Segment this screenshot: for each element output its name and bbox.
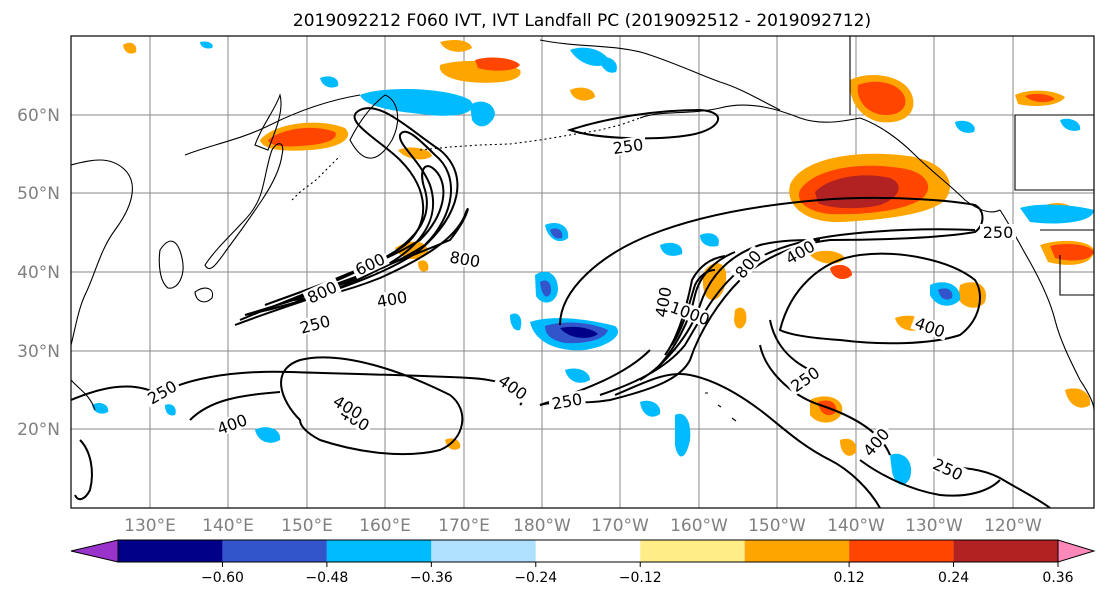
contour-label-bg: [328, 391, 368, 423]
colorbar-tick-label: −0.60: [201, 570, 244, 586]
longitude-label: 170°W: [591, 516, 649, 536]
contour-label-bg: [928, 454, 968, 484]
longitude-label: 170°E: [438, 516, 490, 536]
contour-label-bg: [295, 311, 335, 337]
colorbar-segment: [535, 540, 641, 562]
colorbar-tick-label: −0.36: [410, 570, 453, 586]
colorbar-tick-label: −0.48: [305, 570, 348, 586]
longitude-labels: 130°E 140°E 150°E 160°E 170°E 180°W 170°W 160°W…: [124, 516, 1042, 536]
contour-label-bg: [212, 410, 252, 438]
contour-label: 250: [983, 223, 1014, 242]
map-frame: [70, 35, 1095, 509]
pc-shading-positive: [123, 40, 1094, 456]
colorbar-segment: [849, 540, 954, 562]
longitude-label: 150°W: [748, 516, 806, 536]
colorbar-tick-label: −0.12: [619, 570, 662, 586]
latitude-label: 40°N: [17, 263, 60, 283]
colorbar: −0.60−0.48−0.36−0.24−0.120.120.240.360.4…: [70, 539, 1096, 586]
colorbar-segment: [744, 540, 850, 562]
colorbar-tick-label: 0.36: [1042, 570, 1073, 586]
contour-label-bg: [858, 423, 894, 461]
colorbar-segment: [326, 540, 432, 562]
contour-label-bg: [651, 282, 675, 322]
latitude-label: 60°N: [17, 106, 60, 126]
contour-label-bg: [980, 224, 1016, 240]
longitude-label: 140°W: [827, 516, 885, 536]
contour-label-bg: [910, 313, 950, 341]
ivt-contour-labels: 2504006008002508004002504004004002504008…: [142, 135, 1016, 485]
map-panel: 2504006008002508004002504004004002504008…: [70, 35, 1095, 509]
contour-label-bg: [445, 247, 485, 271]
longitude-label: 160°W: [670, 516, 728, 536]
pc-shading-negative: [92, 41, 1094, 485]
colorbar-extend-max: [1057, 539, 1096, 563]
longitude-label: 130°E: [124, 516, 176, 536]
contour-label-bg: [547, 389, 587, 413]
figure-title: 2019092212 F060 IVT, IVT Landfall PC (20…: [293, 11, 871, 31]
contour-label-bg: [609, 135, 647, 157]
longitude-label: 180°W: [513, 516, 571, 536]
longitude-label: 130°W: [905, 516, 963, 536]
latitude-label: 30°N: [17, 342, 60, 362]
colorbar-tick-label: 0.12: [834, 570, 865, 586]
contour-label-bg: [670, 299, 710, 327]
contour-label-bg: [730, 245, 766, 283]
latitude-labels: 60°N 50°N 40°N 30°N 20°N: [17, 106, 60, 440]
contour-label-bg: [785, 362, 825, 396]
longitude-label: 160°E: [359, 516, 411, 536]
contour-label-bg: [493, 370, 533, 404]
colorbar-tick-label: −0.24: [514, 570, 557, 586]
colorbar-segment: [640, 540, 745, 562]
colorbar-segment: [431, 540, 536, 562]
contour-label-bg: [302, 277, 342, 307]
colorbar-segment: [118, 540, 223, 562]
colorbar-segment: [222, 540, 327, 562]
contour-label-bg: [780, 236, 820, 268]
coastlines: [71, 36, 1094, 422]
latitude-label: 50°N: [17, 184, 60, 204]
longitude-label: 150°E: [281, 516, 333, 536]
colorbar-extend-min: [70, 539, 119, 563]
colorbar-tick-label: 0.24: [938, 570, 969, 586]
latitude-label: 20°N: [17, 420, 60, 440]
longitude-label: 120°W: [984, 516, 1042, 536]
colorbar-segment: [953, 540, 1058, 562]
contour-label-bg: [372, 287, 412, 311]
longitude-label: 140°E: [202, 516, 254, 536]
contour-label: 250: [612, 135, 645, 158]
contour-label-bg: [350, 249, 390, 279]
contour-label-bg: [142, 376, 182, 408]
